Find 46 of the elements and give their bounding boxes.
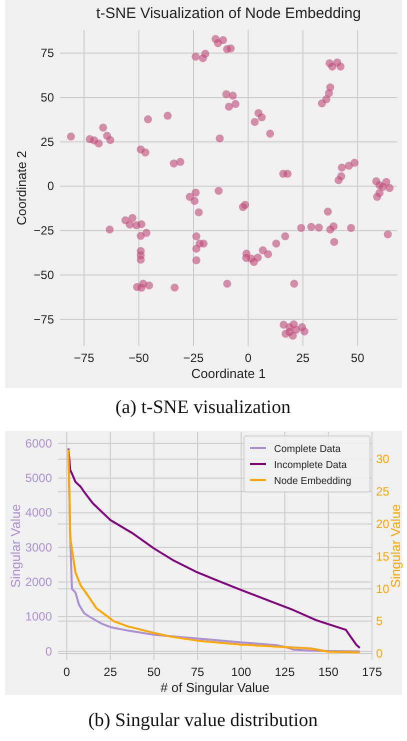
x-tick-label: 50 [350, 351, 365, 365]
y2-tick-label: 25 [376, 484, 390, 499]
y-tick-label: 25 [40, 134, 54, 149]
y-tick-label: −25 [34, 224, 54, 238]
chart-title: t-SNE Visualization of Node Embedding [96, 5, 361, 22]
y2-tick-label: 20 [376, 516, 390, 531]
y-tick-label: 75 [40, 46, 54, 60]
y-tick-label: 0 [47, 179, 54, 194]
legend-label: Node Embedding [274, 476, 352, 487]
x-tick-label: 175 [362, 665, 382, 679]
x-axis-title: # of Singular Value [160, 680, 270, 695]
x-tick-label: −25 [183, 351, 204, 365]
y-tick-label: 0 [45, 644, 52, 658]
x-tick-label: 100 [231, 665, 252, 679]
y-axis-title: Coordinate 2 [14, 150, 29, 226]
y2-axis-title: Singular Value [388, 504, 403, 588]
y-tick-label: 1000 [25, 610, 52, 624]
legend-label: Incomplete Data [274, 460, 348, 471]
x-tick-label: 25 [104, 665, 118, 679]
legend-label: Complete Data [274, 444, 342, 455]
x-tick-label: 50 [147, 665, 161, 679]
y-tick-label: −75 [34, 312, 54, 326]
y2-tick-label: 10 [376, 582, 390, 596]
y2-tick-label: 30 [376, 452, 390, 466]
x-tick-label: 0 [244, 351, 252, 365]
y-tick-label: 3000 [25, 540, 52, 554]
y-tick-label: 2000 [25, 575, 52, 590]
x-tick-label: 0 [63, 665, 70, 679]
y2-tick-label: 5 [376, 614, 383, 628]
y-tick-label: 50 [40, 90, 54, 104]
y2-tick-label: 15 [376, 549, 390, 564]
x-tick-label: 150 [318, 665, 339, 679]
x-tick-label: −75 [74, 351, 95, 365]
y2-tick-label: 0 [376, 646, 383, 661]
x-axis-title: Coordinate 1 [191, 366, 266, 381]
x-tick-label: 125 [274, 665, 296, 679]
y-tick-label: 6000 [25, 436, 52, 450]
y-axis-title: Singular Value [8, 504, 23, 588]
y-tick-label: −50 [34, 268, 54, 282]
text: (b) Singular value distribution [88, 710, 318, 731]
text: (a) t-SNE visualization [115, 397, 292, 418]
y-tick-label: 5000 [25, 471, 52, 486]
x-tick-label: 25 [296, 351, 310, 365]
x-tick-label: 75 [190, 665, 205, 679]
y-tick-label: 4000 [25, 506, 52, 520]
x-tick-label: −50 [128, 351, 150, 365]
